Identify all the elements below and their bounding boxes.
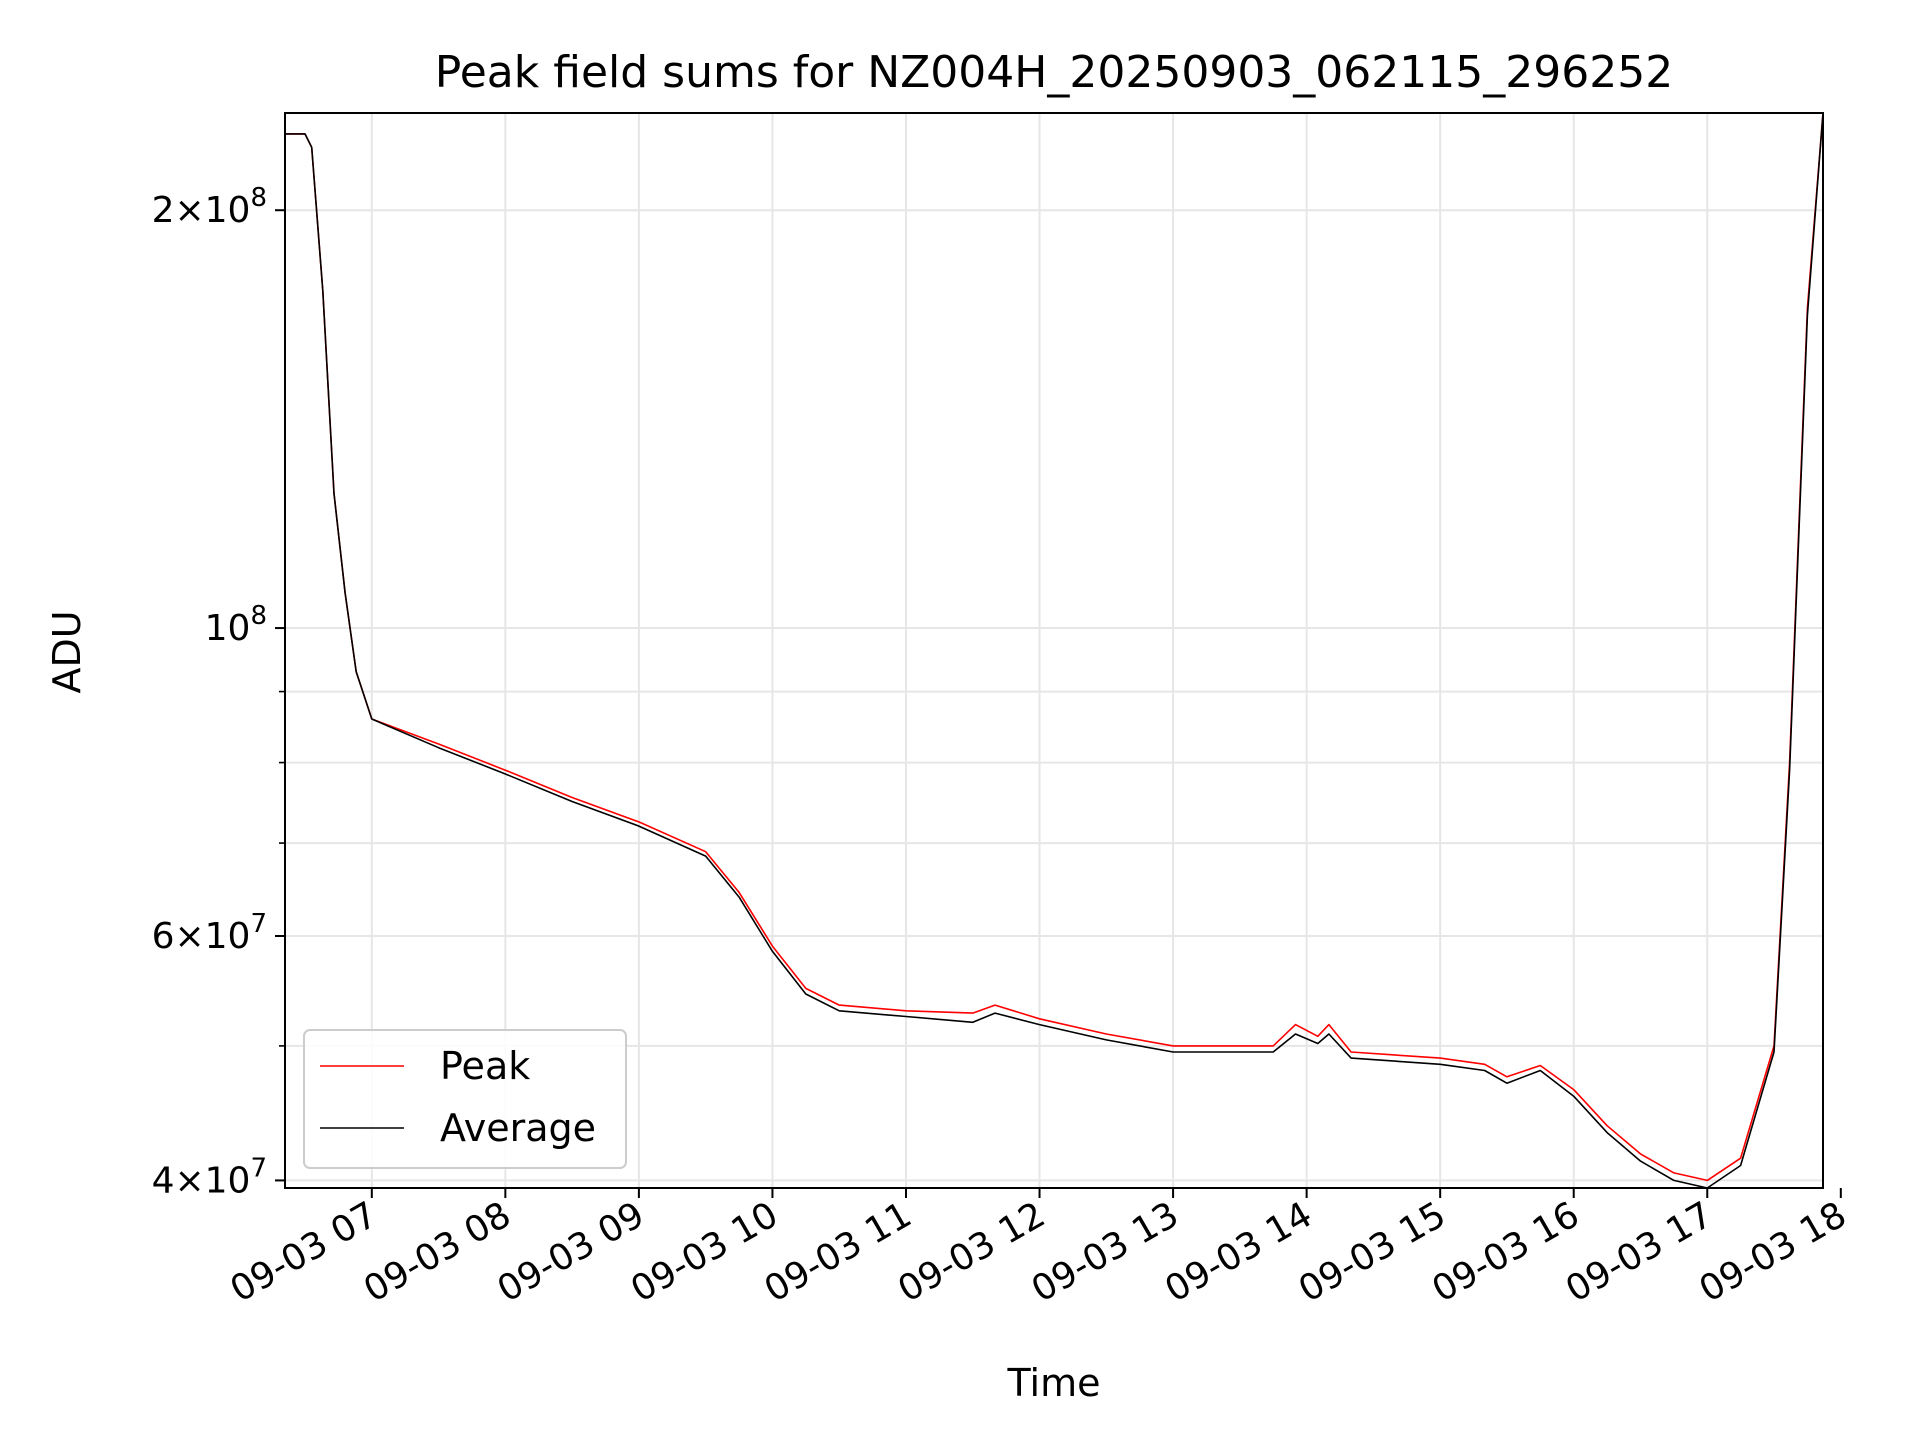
- y-tick-label-200000000: 2×108: [152, 183, 267, 231]
- grid: [285, 113, 1823, 1188]
- y-tick-label-60000000: 6×107: [152, 909, 267, 957]
- y-axis-ticks: 4×107 6×107 108 2×108: [152, 183, 285, 1201]
- legend-label-average: Average: [440, 1106, 596, 1150]
- plot-frame: [284, 112, 1824, 1189]
- chart-title: Peak field sums for NZ004H_20250903_0621…: [435, 47, 1673, 98]
- legend-box: [303, 1029, 627, 1169]
- series-lines: [285, 112, 1824, 1189]
- y-tick-label-40000000: 4×107: [152, 1153, 267, 1201]
- series-line-average: [285, 112, 1824, 1189]
- y-axis-label: ADU: [45, 610, 89, 693]
- x-axis-label: Time: [1007, 1361, 1101, 1405]
- y-tick-label-100000000: 108: [205, 601, 267, 649]
- legend: Peak Average: [303, 1029, 627, 1169]
- legend-label-peak: Peak: [440, 1044, 530, 1088]
